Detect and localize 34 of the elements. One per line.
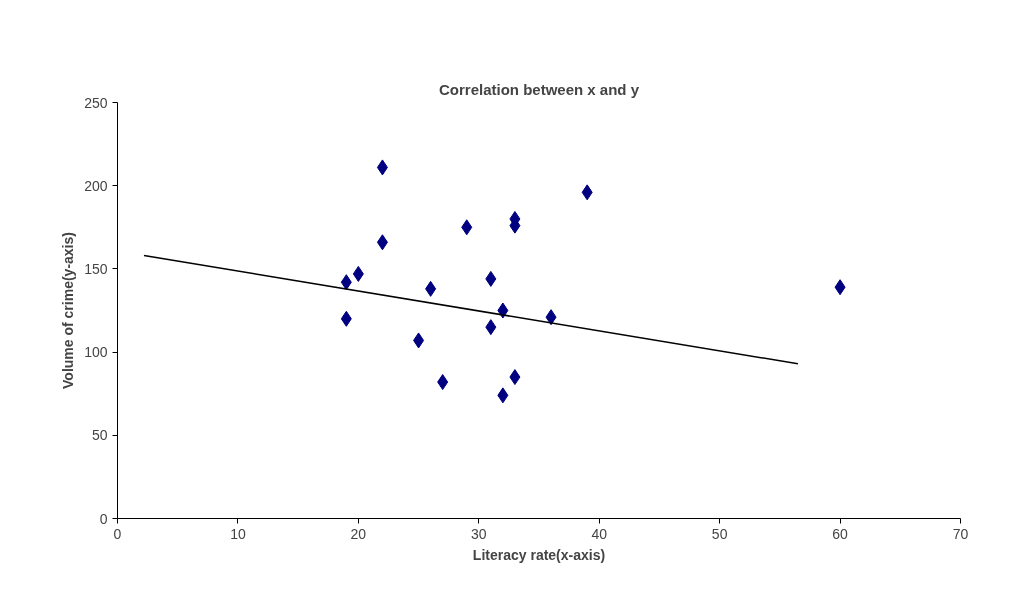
y-tick-label: 0 — [99, 510, 108, 527]
x-tick-label: 10 — [230, 525, 246, 542]
point — [352, 265, 364, 282]
point — [437, 374, 449, 391]
y-tick-label: 50 — [91, 427, 108, 444]
point — [376, 234, 388, 251]
chart-title: Correlation between x and y — [438, 80, 640, 98]
x-tick-label: 60 — [832, 525, 849, 542]
point — [485, 270, 497, 287]
y-tick-label: 200 — [84, 177, 108, 194]
point — [834, 279, 846, 296]
y-axis-title: Volume of crime(y-axis) — [60, 232, 77, 389]
point — [497, 302, 509, 319]
point — [340, 310, 352, 327]
x-tick-label: 70 — [952, 525, 969, 542]
point — [485, 319, 497, 336]
x-tick-label: 20 — [350, 525, 367, 542]
y-tick-label: 250 — [84, 94, 108, 111]
x-tick-label: 50 — [711, 525, 728, 542]
x-tick-label: 30 — [471, 525, 487, 542]
point — [581, 184, 593, 201]
y-tick-label: 100 — [84, 344, 108, 361]
point — [509, 369, 521, 386]
x-tick-label: 40 — [591, 525, 608, 542]
point — [340, 274, 352, 291]
point — [425, 280, 437, 297]
y-tick-label: 150 — [84, 260, 108, 277]
point — [497, 387, 509, 404]
point — [545, 309, 557, 326]
point — [376, 159, 388, 176]
x-axis-title: Literacy rate(x-axis) — [472, 546, 606, 563]
point — [413, 332, 425, 349]
point — [461, 219, 473, 236]
x-tick-label: 0 — [113, 525, 122, 542]
